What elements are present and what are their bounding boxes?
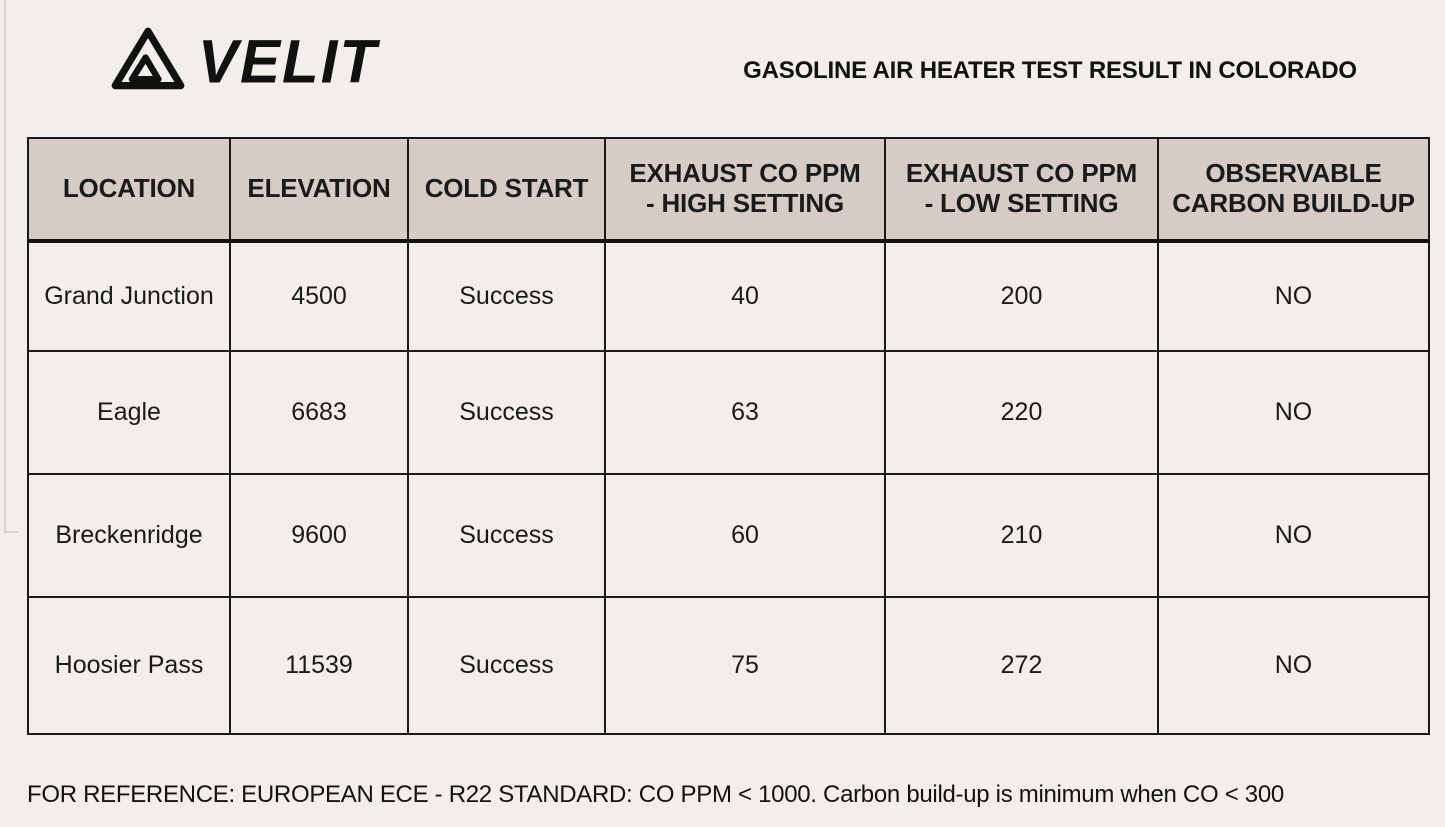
table-cell-cold-start: Success (407, 596, 606, 735)
column-header-location: LOCATION (27, 137, 231, 243)
triangle-mountain-icon (108, 24, 188, 101)
table-cell-carbon: NO (1157, 596, 1430, 735)
brand-logo: VELIT (108, 26, 378, 98)
test-results-table: LOCATION ELEVATION COLD START EXHAUST CO… (27, 137, 1430, 735)
column-header-carbon-buildup: OBSERVABLE CARBON BUILD-UP (1157, 137, 1430, 243)
table-row: Eagle 6683 Success 63 220 NO (27, 350, 1430, 475)
table-cell-carbon: NO (1157, 473, 1430, 598)
table-row: Hoosier Pass 11539 Success 75 272 NO (27, 596, 1430, 735)
table-cell-location: Grand Junction (27, 240, 231, 352)
brand-logo-text: VELIT (198, 27, 379, 96)
table-cell-cold-start: Success (407, 473, 606, 598)
table-cell-carbon: NO (1157, 240, 1430, 352)
table-cell-cold-start: Success (407, 240, 606, 352)
table-cell-carbon: NO (1157, 350, 1430, 475)
column-header-elevation: ELEVATION (229, 137, 409, 243)
column-header-co-ppm-high: EXHAUST CO PPM - HIGH SETTING (604, 137, 886, 243)
table-cell-location: Hoosier Pass (27, 596, 231, 735)
reference-note: FOR REFERENCE: EUROPEAN ECE - R22 STANDA… (27, 781, 1284, 808)
table-row: Breckenridge 9600 Success 60 210 NO (27, 473, 1430, 598)
table-cell-co-low: 220 (884, 350, 1159, 475)
table-cell-co-low: 272 (884, 596, 1159, 735)
table-cell-co-high: 63 (604, 350, 886, 475)
table-cell-location: Breckenridge (27, 473, 231, 598)
column-header-cold-start: COLD START (407, 137, 606, 243)
page-title: GASOLINE AIR HEATER TEST RESULT IN COLOR… (743, 57, 1357, 84)
column-header-co-ppm-low: EXHAUST CO PPM - LOW SETTING (884, 137, 1159, 243)
page-edge-line (4, 0, 18, 533)
table-cell-elevation: 9600 (229, 473, 409, 598)
table-cell-co-low: 210 (884, 473, 1159, 598)
table-cell-co-high: 60 (604, 473, 886, 598)
table-row: Grand Junction 4500 Success 40 200 NO (27, 240, 1430, 352)
table-cell-elevation: 11539 (229, 596, 409, 735)
table-header-row: LOCATION ELEVATION COLD START EXHAUST CO… (27, 137, 1430, 243)
table-cell-location: Eagle (27, 350, 231, 475)
table-cell-co-low: 200 (884, 240, 1159, 352)
table-cell-co-high: 40 (604, 240, 886, 352)
table-cell-cold-start: Success (407, 350, 606, 475)
table-cell-elevation: 6683 (229, 350, 409, 475)
table-cell-co-high: 75 (604, 596, 886, 735)
table-cell-elevation: 4500 (229, 240, 409, 352)
